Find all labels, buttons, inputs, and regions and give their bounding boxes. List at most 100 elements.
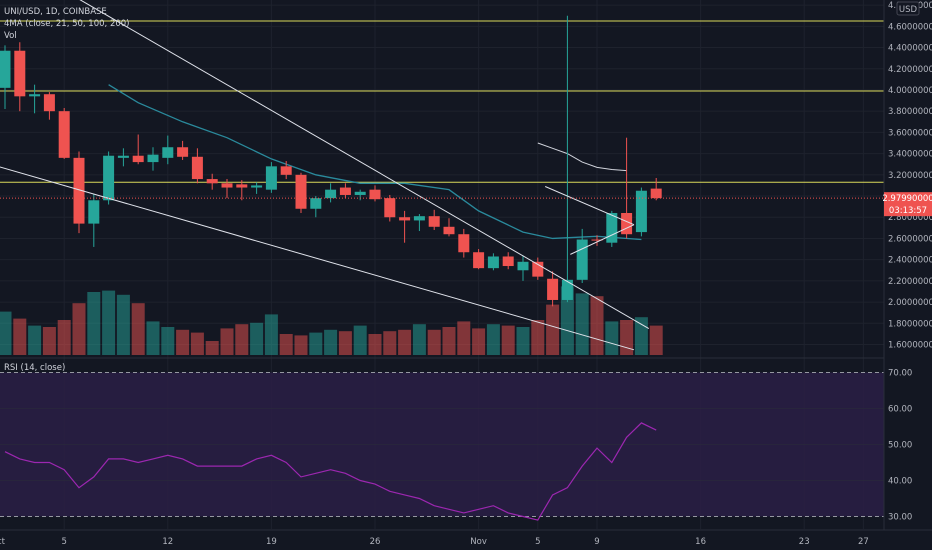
volume-bar [457,321,471,355]
volume-bar [338,331,352,355]
candle-body [621,213,633,235]
price-axis[interactable]: 4.800000004.600000004.400000004.20000000… [888,1,932,350]
volume-bar [442,327,456,355]
currency-label: USD [899,5,918,15]
volume-bar [412,324,426,355]
candle-body [88,200,100,224]
volume-bar [353,325,367,355]
candle-body [413,216,425,221]
candle-body [295,174,307,209]
last-price-tag: 2.97990000 03:13:57 [0,192,932,217]
candle-body [502,256,514,267]
price-tick-label: 1.60000000 [888,341,932,351]
volume-bar [146,321,160,355]
rsi-tick-label: 70.00 [888,369,912,379]
time-tick-label: Nov [470,537,487,547]
ma-line-fast [537,142,627,172]
rsi-tick-label: 60.00 [888,405,912,415]
volume-bar [72,303,86,355]
candle-body [58,111,70,158]
candle-body [428,216,440,227]
candle-body [591,239,603,241]
currency-badge[interactable]: USD [896,1,920,16]
volume-bar [176,329,190,355]
volume-bar [620,320,634,355]
candle-body [147,154,159,163]
volume-bar [279,334,293,355]
trendline[interactable] [545,186,635,226]
time-tick-label: 19 [266,537,277,547]
trendline[interactable] [0,166,635,351]
candle-body [635,190,647,233]
rsi-legend[interactable]: RSI (14, close) [4,363,65,373]
volume-bars [0,286,663,355]
price-tick-label: 2.00000000 [888,298,932,308]
volume-bar [87,292,101,355]
trendline[interactable] [0,0,650,330]
volume-bar [250,322,264,355]
volume-bar [131,303,145,355]
volume-bar [205,341,219,355]
volume-bar [28,325,42,355]
candle-body [177,147,189,157]
candle-body [221,183,233,188]
last-price-value: 2.97990000 [882,194,932,204]
candle-body [606,213,618,243]
volume-bar [560,286,574,355]
ma-legend[interactable]: 4MA (close, 21, 50, 100, 200) [4,19,129,29]
symbol-legend[interactable]: UNI/USD, 1D, COINBASE [4,7,107,17]
candle-body [443,226,455,235]
time-tick-label: 26 [370,537,381,547]
vol-legend[interactable]: Vol [4,31,17,41]
rsi-pane[interactable] [0,372,884,521]
candle-body [117,155,129,158]
trendlines[interactable] [0,0,650,351]
last-price-box [884,192,932,217]
volume-bar [0,311,12,355]
volume-bar [102,290,116,355]
moving-averages [108,84,642,241]
candle-body [354,191,366,195]
volume-bar [649,325,663,355]
candle-body [650,188,662,199]
volume-bar [264,314,278,355]
price-tick-label: 1.80000000 [888,319,932,329]
candle-body [369,189,381,200]
candle-body [103,155,115,201]
volume-bar [575,293,589,355]
volume-bar [383,331,397,355]
price-tick-label: 4.00000000 [888,86,932,96]
time-tick-label: Oct [0,537,6,547]
time-tick-label: 5 [535,537,540,547]
candle-body [532,261,544,277]
volume-bar [634,317,648,355]
bar-countdown: 03:13:57 [889,206,927,216]
rsi-tick-label: 30.00 [888,513,912,523]
volume-bar [368,334,382,355]
volume-bar [427,329,441,355]
rsi-axis[interactable]: 70.00 60.00 50.00 40.00 30.00 [888,369,912,523]
price-tick-label: 2.40000000 [888,256,932,266]
trendline[interactable] [570,224,635,255]
volume-bar [398,329,412,355]
volume-bar [42,327,56,355]
price-tick-label: 3.20000000 [888,171,932,181]
time-tick-label: 23 [799,537,810,547]
price-tick-label: 2.80000000 [888,213,932,223]
rsi-line [4,422,657,521]
candle-body [14,50,26,97]
volume-bar [116,294,130,355]
volume-bar [605,321,619,355]
candle-body [473,252,485,269]
price-tick-label: 3.60000000 [888,128,932,138]
horizontal-levels[interactable] [0,20,884,183]
candle-body [191,156,203,180]
candle-body [339,187,351,195]
price-tick-label: 3.40000000 [888,150,932,160]
rsi-grid [0,408,884,481]
rsi-tick-label: 40.00 [888,477,912,487]
volume-bar [57,320,71,355]
time-axis[interactable]: Oct 5 12 19 26 Nov 5 9 16 23 27 [0,537,869,547]
price-tick-label: 4.20000000 [888,65,932,75]
